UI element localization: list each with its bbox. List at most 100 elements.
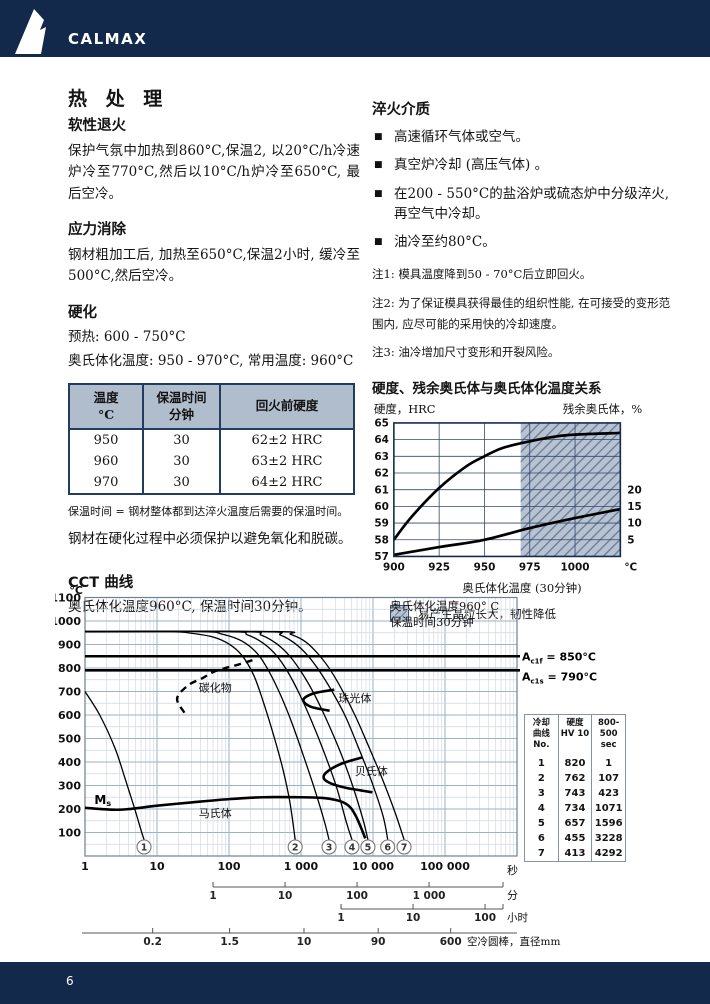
axis-tick-label: 10 000 (352, 860, 394, 873)
table-cell: 2 (537, 773, 545, 785)
curve-number-badge (396, 839, 412, 855)
curve-number: 1 (141, 842, 148, 853)
table-cell: 4292 (591, 846, 626, 862)
ac-temperature-label: Ac1f = 850°C (522, 650, 596, 665)
table-row: 7 413 4292 (525, 846, 626, 862)
cct-diagram-block: Ac1f = 850°C Ac1s = 790°C 1 2 3 4 5 6 7 碳化物 珠光体 贝氏体… (55, 586, 705, 960)
pearlite-curve (302, 688, 335, 713)
plot-border (84, 596, 518, 857)
phase-label: 贝氏体 (355, 764, 388, 778)
axis-tick-label: 400 (58, 756, 81, 769)
table-row: 3 743 423 (525, 786, 626, 802)
phase-label: 马氏体 (199, 806, 232, 820)
axis-tick-label: 900 (58, 638, 81, 651)
axis-tick-label: 300 (58, 779, 81, 792)
table-row: 970 30 64±2 HRC (67, 471, 355, 494)
note-2: 注2: 为了保证模具获得最佳的组织性能, 在可接受的变形范围内, 应尽可能的采用… (372, 295, 671, 331)
soft-annealing-heading: 软性退火 (68, 118, 126, 134)
axis-tick-label: 1.5 (220, 936, 239, 948)
table-cell: 3 (537, 788, 545, 800)
curve-number: 2 (292, 842, 299, 853)
legend-text: 易产生晶粒长大，韧性降低 (418, 606, 556, 621)
table-cell: 734 (557, 801, 592, 817)
right-column: 淬火介质 ■ 高速循环气体或空气。 ■ 真空炉冷却 (高压气体) 。 ■ 在200 -… (372, 96, 672, 622)
axis-tick-label: 63 (374, 451, 389, 463)
mountain-logo-icon (15, 9, 46, 54)
page-number: 6 (66, 974, 74, 988)
hardness-curve (392, 431, 621, 541)
preheat-text: 预热: 600 - 750°C (68, 328, 186, 345)
ac-temperature-label: Ac1s = 790°C (522, 670, 597, 685)
axis-tick-label: 975 (519, 561, 541, 573)
table-row: 5 657 1596 (525, 816, 626, 832)
square-bullet-icon: ■ (374, 160, 383, 171)
right-axis-title: 残余奥氏体，% (563, 403, 642, 416)
axis-tick-label: 58 (374, 534, 389, 546)
austenitizing-annotation: 保温时间30分钟 (390, 615, 474, 629)
table-row: 1 820 1 (525, 756, 626, 772)
axis-tick-label: 10 (297, 936, 312, 948)
hours-unit-label: 小时 (507, 912, 528, 924)
cooling-curve (84, 630, 330, 840)
cct-table-header: 硬度 HV 10 (557, 714, 592, 757)
note-3: 注3: 油冷增加尺寸变形和开裂风险。 (372, 345, 560, 360)
axis-tick-label: 1100 (55, 591, 81, 604)
axis-tick-label: 500 (58, 732, 81, 745)
brand-name: CALMAX (68, 30, 148, 48)
axis-tick-label: 64 (374, 434, 389, 446)
axis-tick-label: 1 (337, 912, 344, 924)
stress-relief-heading: 应力消除 (68, 221, 126, 238)
bainite-curve (322, 756, 373, 794)
axis-tick-label: 65 (374, 418, 389, 430)
cooling-curve-table: 冷却 曲线 No. 硬度 HV 10 800-500 sec 1 820 1 2 762 107 3 743… (524, 714, 626, 863)
hardening-heading: 硬化 (68, 304, 97, 321)
x-axis-unit: °C (624, 561, 637, 573)
table-cell: 762 (557, 771, 592, 787)
axis-tick-label: 600 (58, 709, 81, 722)
cooling-curve (84, 630, 369, 840)
cct-table-header: 冷却 曲线 No. (532, 718, 550, 751)
table-row: 2 762 107 (525, 771, 626, 787)
axis-tick-label: 1 (209, 890, 216, 902)
axis-tick-label: 200 (58, 803, 81, 816)
hardness-chart-xlabel: 奥氏体化温度 (30分钟) (462, 581, 582, 595)
cooling-curve (84, 630, 405, 840)
hardness-retained-austenite-chart: 57 58 59 60 61 62 63 64 65 900 925 950 975 1000 °C 5 10 1… (374, 402, 642, 573)
curve-number-badge (321, 839, 337, 855)
col-header-temperature: 温度 °C (67, 383, 145, 430)
left-axis-title: 硬度，HRC (374, 403, 436, 416)
hardness-chart-heading: 硬度、残余奥氏体与奥氏体化温度关系 (372, 381, 602, 397)
axis-tick-label: 0.2 (143, 936, 162, 948)
axis-tick-label: 60 (374, 501, 389, 513)
seconds-unit-label: 秒 (507, 863, 518, 877)
axis-tick-label: 90 (371, 936, 386, 948)
diameter-scale-caption: 空冷圆棒，直径mm (467, 935, 560, 948)
curve-number-badge (380, 839, 396, 855)
quench-media-heading: 淬火介质 (372, 102, 430, 118)
list-item: ■ 真空炉冷却 (高压气体) 。 (374, 157, 549, 174)
page-title: 热 处 理 (68, 88, 169, 110)
right-axis-tick-label: 10 (627, 518, 642, 530)
cooling-curve (84, 630, 353, 840)
table-row: 950 30 62±2 HRC (67, 428, 355, 451)
axis-tick-label: 100 000 (420, 860, 470, 873)
axis-tick-label: 900 (383, 561, 405, 573)
protection-note: 钢材在硬化过程中必须保护以避免氧化和脱碳。 (68, 531, 352, 548)
curve-number-badge (287, 839, 303, 855)
list-item: ■ 在200 - 550°C的盐浴炉或硫态炉中分级淬火, 再空气中冷却。 (374, 185, 670, 222)
axis-tick-label: 800 (58, 662, 81, 675)
table-cell: 455 (557, 831, 592, 847)
carbide-curve (175, 658, 254, 714)
table-cell: 820 (557, 756, 592, 772)
table-cell: 5 (537, 818, 545, 830)
axis-tick-label: 950 (474, 561, 496, 573)
minutes-unit-label: 分 (507, 889, 518, 902)
table-cell: 6 (537, 833, 545, 845)
curve-number-badge (360, 839, 376, 855)
table-cell: 4 (537, 803, 545, 815)
table-cell: 107 (591, 771, 626, 787)
austenitizing-text: 奥氏体化温度: 950 - 970°C, 常用温度: 960°C (68, 352, 354, 369)
table-cell: 3228 (591, 831, 626, 847)
